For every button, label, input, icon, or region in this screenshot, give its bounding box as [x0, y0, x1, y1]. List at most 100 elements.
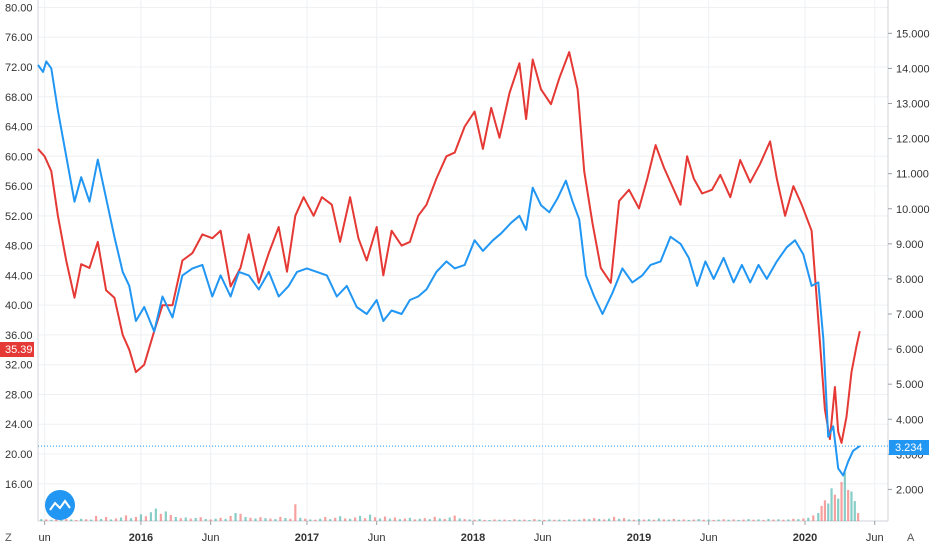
- volume-bar: [662, 519, 665, 521]
- volume-bar: [478, 519, 481, 521]
- volume-bar: [812, 515, 815, 521]
- right-axis-tick-label: 6.000: [896, 344, 924, 356]
- volume-bar: [55, 518, 58, 521]
- volume-bar: [747, 519, 750, 521]
- time-axis-tick-label: Jun: [368, 532, 386, 544]
- volume-bar: [722, 519, 725, 521]
- time-axis-tick-label: Jun: [534, 532, 552, 544]
- volume-bar: [707, 519, 710, 521]
- volume-bar: [833, 494, 836, 521]
- volume-bar: [229, 515, 232, 521]
- volume-bar: [468, 519, 471, 521]
- time-axis-tick-label: Jun: [866, 532, 884, 544]
- volume-bar: [692, 519, 695, 521]
- volume-bar: [647, 519, 651, 521]
- volume-bar: [607, 518, 611, 521]
- volume-bar: [787, 519, 790, 521]
- right-price-badge-text: 3.234: [895, 442, 923, 454]
- left-axis-tick-label: 52.00: [5, 211, 33, 223]
- volume-bar: [847, 489, 850, 521]
- volume-bar: [533, 519, 536, 521]
- volume-bar: [50, 519, 53, 521]
- left-price-badge-text: 35.39: [5, 344, 33, 356]
- volume-bar: [279, 516, 282, 521]
- time-axis-tick-label: 2016: [129, 532, 153, 544]
- volume-bar: [45, 519, 48, 521]
- volume-bar: [657, 518, 660, 521]
- volume-bar: [428, 519, 431, 521]
- volume-bar: [797, 519, 800, 521]
- volume-bar: [85, 519, 88, 521]
- chart-logo-icon: [49, 499, 71, 511]
- volume-bar: [712, 519, 715, 521]
- volume-bar: [114, 518, 118, 521]
- volume-bar: [189, 518, 192, 521]
- volume-bar: [453, 515, 456, 521]
- volume-bar: [149, 512, 152, 521]
- volume-bar: [677, 519, 680, 521]
- volume-bar: [264, 518, 267, 521]
- volume-bar: [274, 519, 277, 521]
- volume-bar: [393, 517, 397, 521]
- volume-bar: [403, 518, 406, 521]
- volume-bar: [314, 519, 317, 521]
- right-axis-tick-label: 9.000: [896, 239, 924, 251]
- volume-bar: [284, 517, 287, 521]
- time-axis[interactable]: un 2016 Jun 2017 Jun 2018 Jun 2019 Jun 2020 Jun: [39, 521, 884, 544]
- right-price-axis[interactable]: 2.0003.0004.0005.0006.0007.0008.0009.000…: [888, 28, 930, 496]
- volume-bar: [857, 513, 860, 521]
- volume-bar: [334, 517, 337, 521]
- volume-bar: [538, 519, 541, 521]
- left-axis-tick-label: 44.00: [5, 270, 33, 282]
- time-axis-tick-label: un: [39, 532, 51, 544]
- volume-bar: [214, 518, 217, 521]
- volume-bar: [349, 518, 352, 521]
- volume-bar: [652, 519, 656, 521]
- right-axis-tick-label: 12.000: [896, 134, 930, 146]
- volume-bar: [448, 517, 451, 521]
- right-axis-tick-label: 8.000: [896, 274, 924, 286]
- left-price-badge: 35.39: [0, 342, 34, 357]
- volume-bar: [109, 519, 113, 521]
- left-axis-tick-label: 68.00: [5, 92, 33, 104]
- time-axis-tick-label: 2018: [461, 532, 485, 544]
- volume-bar: [830, 488, 833, 521]
- volume-bar: [344, 518, 347, 521]
- series-line-left-axis[interactable]: [37, 51, 861, 444]
- volume-bar: [488, 520, 491, 521]
- left-axis-tick-label: 72.00: [5, 62, 33, 74]
- left-axis-tick-label: 60.00: [5, 151, 33, 163]
- volume-bar: [553, 519, 556, 521]
- volume-bar: [70, 519, 73, 521]
- volume-bar: [259, 517, 262, 521]
- volume-bar: [782, 519, 785, 521]
- volume-bar: [134, 516, 138, 521]
- left-price-axis[interactable]: 16.00 20.00 24.00 28.00 32.00 36.00 40.00 44.00…: [5, 2, 33, 490]
- volume-bar: [408, 517, 411, 521]
- volume-bar: [578, 519, 581, 521]
- volume-bar: [174, 517, 177, 521]
- volume-bar: [508, 520, 511, 521]
- volume-bar: [398, 519, 402, 521]
- volume-bar: [95, 515, 98, 521]
- volume-bar: [573, 519, 576, 521]
- volume-bar: [682, 519, 685, 521]
- left-axis-tick-label: 28.00: [5, 389, 33, 401]
- volume-bar: [528, 520, 531, 521]
- left-scale-button[interactable]: Z: [5, 532, 12, 544]
- volume-bar: [304, 518, 307, 521]
- left-axis-tick-label: 56.00: [5, 181, 33, 193]
- volume-bar: [583, 518, 586, 521]
- volume-bar: [752, 519, 755, 521]
- tradingview-logo[interactable]: [45, 490, 75, 520]
- volume-bar: [503, 519, 506, 521]
- series-lines[interactable]: [37, 51, 861, 477]
- series-line-right-axis[interactable]: [37, 60, 861, 477]
- right-scale-button[interactable]: A: [907, 532, 915, 544]
- volume-bar: [807, 517, 810, 521]
- volume-bar: [368, 514, 372, 521]
- volume-bar: [309, 519, 312, 521]
- left-axis-tick-label: 16.00: [5, 479, 33, 491]
